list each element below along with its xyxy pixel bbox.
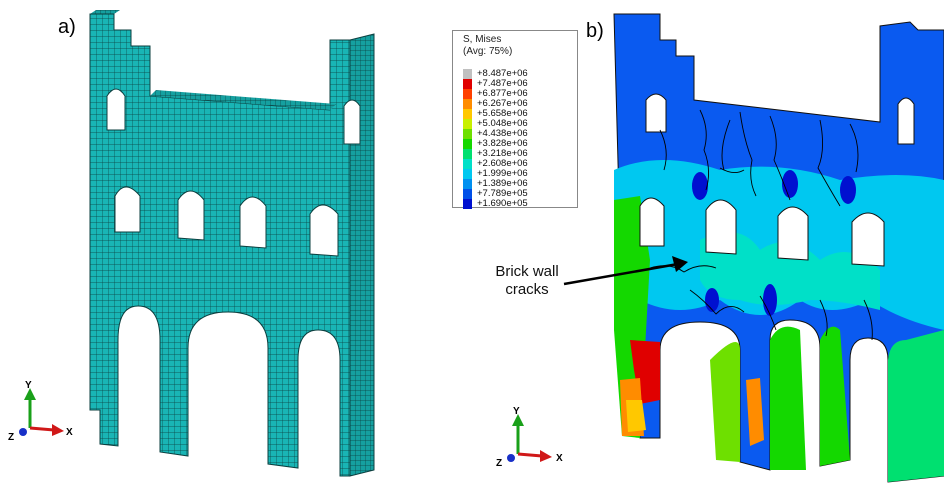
legend-title-line2: (Avg: 75%)	[463, 46, 513, 57]
legend-swatch	[463, 159, 472, 169]
legend-value: +3.218e+06	[477, 148, 528, 159]
legend-entry: +5.658e+06	[463, 108, 573, 119]
legend-title-line1: S, Mises	[463, 34, 502, 45]
legend-swatch	[463, 199, 472, 209]
legend-entry: +7.487e+06	[463, 78, 573, 89]
window-a-4	[309, 204, 339, 257]
window-b-2	[705, 199, 737, 255]
legend-swatch	[463, 89, 472, 99]
legend-swatch	[463, 129, 472, 139]
legend-entry: +8.487e+06	[463, 68, 573, 79]
window-b-1	[639, 197, 665, 247]
legend-swatch	[463, 179, 472, 189]
legend-entry: +1.999e+06	[463, 168, 573, 179]
wall-front-face	[89, 13, 351, 477]
legend-swatch	[463, 99, 472, 109]
legend-value: +5.658e+06	[477, 108, 528, 119]
legend-entry: +7.789e+05	[463, 188, 573, 199]
triad-b-y-label: Y	[513, 406, 520, 417]
legend-value: +3.828e+06	[477, 138, 528, 149]
legend-entry: +6.877e+06	[463, 88, 573, 99]
window-b-top-right	[897, 97, 915, 145]
triad-a-x-label: X	[66, 427, 73, 438]
crack-annotation: Brick wall cracks	[482, 263, 572, 299]
legend-value: +6.877e+06	[477, 88, 528, 99]
legend-value: +5.048e+06	[477, 118, 528, 129]
legend-entry: +2.608e+06	[463, 158, 573, 169]
crack-annotation-line2: cracks	[505, 281, 549, 298]
legend-value: +8.487e+06	[477, 68, 528, 79]
legend-value: +1.999e+06	[477, 168, 528, 179]
window-a-top-right	[343, 99, 361, 145]
window-b-4	[851, 212, 885, 267]
crack-annotation-line1: Brick wall	[495, 263, 559, 280]
legend-value: +1.389e+06	[477, 178, 528, 189]
legend-swatch	[463, 69, 472, 79]
legend-entry: +1.389e+06	[463, 178, 573, 189]
crack-annotation-arrow	[563, 256, 688, 286]
triad-b-z-label: Z	[496, 458, 502, 469]
legend-swatch	[463, 149, 472, 159]
panel-a-label: a)	[58, 16, 76, 38]
window-b-3	[777, 206, 809, 261]
axis-triad-b: Y X Z	[496, 406, 563, 469]
window-b-top-left	[645, 93, 667, 133]
window-a-top-left	[106, 88, 126, 131]
triad-a-y-label: Y	[25, 380, 32, 391]
legend-swatch	[463, 139, 472, 149]
window-a-3	[239, 196, 267, 249]
triad-b-x-label: X	[556, 453, 563, 464]
legend-entry: +3.218e+06	[463, 148, 573, 159]
legend-entry: +4.438e+06	[463, 128, 573, 139]
legend-swatch	[463, 109, 472, 119]
panel-b-label: b)	[586, 20, 604, 42]
crack-lines	[649, 109, 873, 341]
legend-entry: +6.267e+06	[463, 98, 573, 109]
legend-value: +4.438e+06	[477, 128, 528, 139]
legend-swatch	[463, 189, 472, 199]
legend-value: +7.487e+06	[477, 78, 528, 89]
legend-value: +1.690e+05	[477, 198, 528, 209]
legend-swatch	[463, 119, 472, 129]
window-a-2	[177, 190, 205, 241]
legend-swatch	[463, 79, 472, 89]
window-a-1	[114, 186, 141, 233]
legend-entry: +1.690e+05	[463, 198, 573, 209]
axis-triad-a: Y X Z	[8, 380, 73, 443]
stress-legend: S, Mises (Avg: 75%) +8.487e+06 +7.487e+06…	[452, 30, 578, 209]
legend-value: +2.608e+06	[477, 158, 528, 169]
legend-value: +6.267e+06	[477, 98, 528, 109]
legend-entry: +3.828e+06	[463, 138, 573, 149]
triad-a-z-label: Z	[8, 432, 14, 443]
legend-entry: +5.048e+06	[463, 118, 573, 129]
legend-swatch	[463, 169, 472, 179]
legend-value: +7.789e+05	[477, 188, 528, 199]
